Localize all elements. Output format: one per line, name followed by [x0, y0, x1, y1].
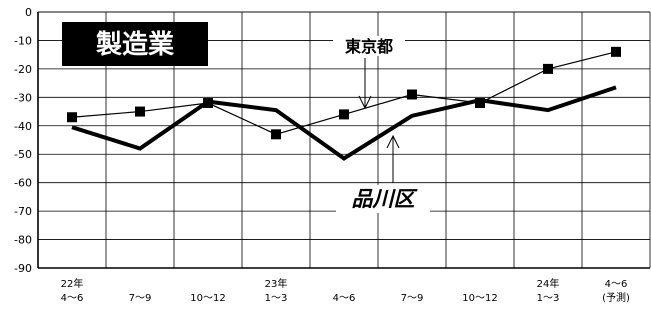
- series-label-tokyo-text: 東京都: [345, 37, 393, 56]
- data-point-tokyo: [543, 63, 553, 74]
- series-label-shinagawa: 品川区: [336, 134, 430, 213]
- series-line-shinagawa: [71, 85, 617, 161]
- data-point-tokyo: [135, 106, 145, 117]
- x-tick-label: 10〜12: [190, 293, 225, 304]
- y-tick-label: -40: [14, 120, 32, 133]
- series-label-shinagawa-arrowhead: [386, 134, 400, 149]
- data-point-tokyo: [271, 129, 281, 140]
- x-tick-label: 4〜6: [61, 293, 84, 304]
- x-tick-label: 1〜3: [537, 293, 560, 304]
- y-axis-ticks: 0 -10 -20 -30 -40 -50 -60 -70 -80 -90: [14, 6, 32, 275]
- series-label-shinagawa-text: 品川区: [352, 187, 419, 211]
- x-tick-label: 24年: [537, 277, 560, 290]
- x-tick-label: 7〜9: [129, 293, 152, 304]
- y-tick-label: -80: [14, 234, 32, 247]
- series-label-tokyo-arrowhead: [358, 95, 372, 110]
- series-label-tokyo: 東京都: [333, 36, 405, 110]
- y-tick-label: -70: [14, 205, 32, 218]
- chart-title-box: [62, 22, 208, 66]
- x-axis-ticks: 22年 4〜6 7〜9 10〜12 23年 1〜3 4〜6 7〜9 10〜12 24年 1〜3 4〜6…: [61, 277, 630, 304]
- y-tick-label: -20: [14, 63, 32, 76]
- y-tick-label: -50: [14, 148, 32, 161]
- x-tick-label: 22年: [61, 277, 84, 290]
- data-point-tokyo: [339, 109, 349, 120]
- y-tick-label: 0: [25, 6, 32, 19]
- data-point-tokyo: [67, 112, 77, 123]
- data-point-tokyo: [407, 89, 417, 100]
- x-tick-label: 4〜6: [605, 279, 628, 290]
- series-label-tokyo-bg: [333, 36, 405, 56]
- data-point-tokyo: [611, 46, 621, 57]
- x-tick-label: 7〜9: [401, 293, 424, 304]
- x-tick-label: 23年: [265, 277, 288, 290]
- series-lines: [67, 46, 621, 161]
- y-tick-label: -10: [14, 34, 32, 47]
- y-tick-label: -90: [14, 262, 32, 275]
- data-point-tokyo: [475, 98, 485, 109]
- y-tick-label: -30: [14, 91, 32, 104]
- chart-title: 製造業: [62, 22, 208, 66]
- y-tick-label: -60: [14, 177, 32, 190]
- x-tick-label: 1〜3: [265, 293, 288, 304]
- x-tick-label: 4〜6: [333, 293, 356, 304]
- series-label-shinagawa-bg: [336, 185, 430, 213]
- x-tick-label: (予測): [602, 291, 630, 304]
- chart-title-text: 製造業: [96, 30, 174, 60]
- x-tick-label: 10〜12: [462, 293, 497, 304]
